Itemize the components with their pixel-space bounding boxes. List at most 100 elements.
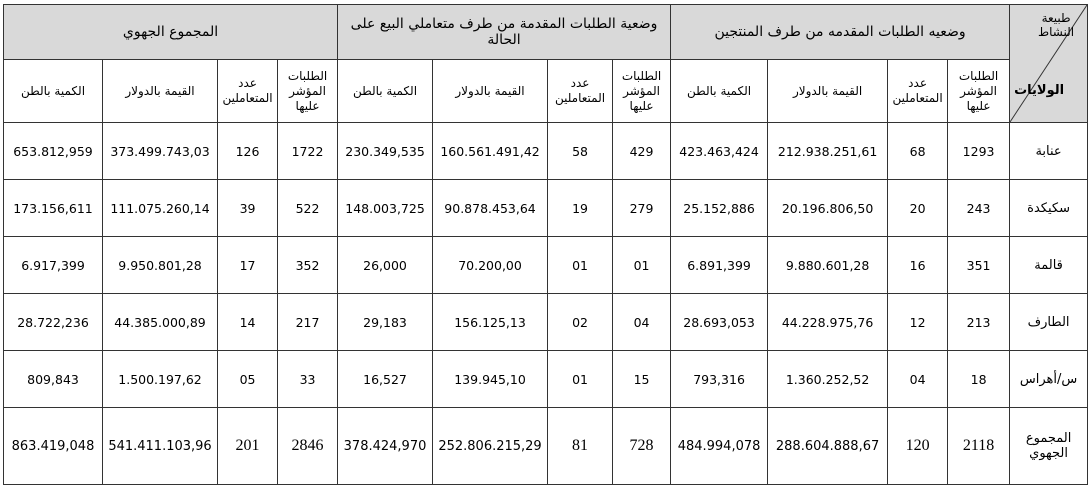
table-cell: 90.878.453,64	[432, 179, 549, 237]
table-cell: 793,316	[670, 350, 769, 408]
column-header: الكمية بالطن	[337, 59, 434, 123]
table-cell: 33	[277, 350, 339, 408]
table-cell: 04	[887, 350, 949, 408]
diagonal	[1010, 5, 1087, 122]
subheader-row: الطلبات المؤشر عليها عدد المتعاملين القيمة…	[2, 59, 1088, 123]
table-cell: 01	[547, 236, 614, 294]
table-cell: 9.950.801,28	[102, 236, 219, 294]
table-cell: 173.156,611	[2, 179, 104, 237]
table-cell: 6.917,399	[2, 236, 104, 294]
table-cell: 728	[612, 407, 672, 485]
column-header: القيمة بالدولار	[767, 59, 889, 123]
column-header: الكمية بالطن	[670, 59, 769, 123]
table-cell: 352	[277, 236, 339, 294]
table-cell: 243	[947, 179, 1011, 237]
table-cell: 120	[887, 407, 949, 485]
row-label: سكيكدة	[1009, 179, 1089, 237]
table-cell: 484.994,078	[670, 407, 769, 485]
table-cell: 212.938.251,61	[767, 122, 889, 180]
table-cell: 01	[547, 350, 614, 408]
table-cell: 252.806.215,29	[432, 407, 549, 485]
table-cell: 148.003,725	[337, 179, 434, 237]
corner-cell: طبيعة النشاط الولايات	[1009, 4, 1089, 123]
table-cell: 139.945,10	[432, 350, 549, 408]
table-cell: 28.722,236	[2, 293, 104, 351]
table-cell: 01	[612, 236, 672, 294]
table-cell: 04	[612, 293, 672, 351]
table-cell: 288.604.888,67	[767, 407, 889, 485]
row-label: الطارف	[1009, 293, 1089, 351]
table-cell: 18	[947, 350, 1011, 408]
table-row: سكيكدة 243 20 20.196.806,50 25.152,886 279 19 9…	[2, 179, 1089, 237]
row-label: المجموع الجهوي	[1009, 407, 1089, 485]
column-header: الطلبات المؤشر عليها	[947, 59, 1011, 123]
table-row: الطارف 213 12 44.228.975,76 28.693,053 04 02 15…	[2, 293, 1089, 351]
table-cell: 16,527	[337, 350, 434, 408]
column-header: عدد المتعاملين	[217, 59, 279, 123]
table-cell: 1293	[947, 122, 1011, 180]
table-cell: 429	[612, 122, 672, 180]
data-table: طبيعة النشاط الولايات وضعيه الطلبات المق…	[2, 4, 1089, 485]
column-header: الطلبات المؤشر عليها	[277, 59, 339, 123]
column-header: الكمية بالطن	[2, 59, 104, 123]
group-header: وضعيه الطلبات المقدمه من طرف المنتجين	[670, 4, 1011, 60]
table-cell: 02	[547, 293, 614, 351]
row-label: س/أهراس	[1009, 350, 1089, 408]
column-header: القيمة بالدولار	[432, 59, 549, 123]
table-cell: 29,183	[337, 293, 434, 351]
table-cell: 423.463,424	[670, 122, 769, 180]
column-header: القيمة بالدولار	[102, 59, 219, 123]
table-cell: 213	[947, 293, 1011, 351]
table-row: س/أهراس 18 04 1.360.252,52 793,316 15 01 139.94…	[2, 350, 1089, 408]
table-cell: 201	[217, 407, 279, 485]
table-cell: 230.349,535	[337, 122, 434, 180]
row-label: قالمة	[1009, 236, 1089, 294]
table-cell: 58	[547, 122, 614, 180]
table-row: قالمة 351 16 9.880.601,28 6.891,399 01 01 70.20…	[2, 236, 1089, 294]
table-cell: 809,843	[2, 350, 104, 408]
table-cell: 9.880.601,28	[767, 236, 889, 294]
table-cell: 156.125,13	[432, 293, 549, 351]
table-cell: 20	[887, 179, 949, 237]
table-cell: 81	[547, 407, 614, 485]
table-cell: 39	[217, 179, 279, 237]
table-cell: 19	[547, 179, 614, 237]
table-cell: 279	[612, 179, 672, 237]
table-cell: 1.360.252,52	[767, 350, 889, 408]
table-cell: 05	[217, 350, 279, 408]
table-cell: 1.500.197,62	[102, 350, 219, 408]
table-cell: 68	[887, 122, 949, 180]
column-header: عدد المتعاملين	[547, 59, 614, 123]
table-cell: 541.411.103,96	[102, 407, 219, 485]
row-label: عنابة	[1009, 122, 1089, 180]
group-header: المجموع الجهوي	[2, 4, 339, 60]
table-cell: 44.385.000,89	[102, 293, 219, 351]
table-body: عنابة 1293 68 212.938.251,61 423.463,424 429 5…	[2, 122, 1089, 485]
table-cell: 378.424,970	[337, 407, 434, 485]
table-cell: 44.228.975,76	[767, 293, 889, 351]
table-cell: 217	[277, 293, 339, 351]
table-cell: 25.152,886	[670, 179, 769, 237]
table-cell: 20.196.806,50	[767, 179, 889, 237]
table-cell: 26,000	[337, 236, 434, 294]
table-cell: 14	[217, 293, 279, 351]
table-cell: 17	[217, 236, 279, 294]
table-cell: 2118	[947, 407, 1011, 485]
table-cell: 16	[887, 236, 949, 294]
table-cell: 6.891,399	[670, 236, 769, 294]
group-header: وضعية الطلبات المقدمة من طرف متعاملي الب…	[337, 4, 672, 60]
table-cell: 111.075.260,14	[102, 179, 219, 237]
table-cell: 863.419,048	[2, 407, 104, 485]
table-cell: 70.200,00	[432, 236, 549, 294]
table-cell: 15	[612, 350, 672, 408]
column-header: الطلبات المؤشر عليها	[612, 59, 672, 123]
table-cell: 28.693,053	[670, 293, 769, 351]
table-cell: 12	[887, 293, 949, 351]
table-cell: 2846	[277, 407, 339, 485]
table-row: عنابة 1293 68 212.938.251,61 423.463,424 429 5…	[2, 122, 1089, 180]
table-cell: 653.812,959	[2, 122, 104, 180]
table-cell: 351	[947, 236, 1011, 294]
corner-top: طبيعة النشاط	[1038, 11, 1075, 39]
table-cell: 126	[217, 122, 279, 180]
